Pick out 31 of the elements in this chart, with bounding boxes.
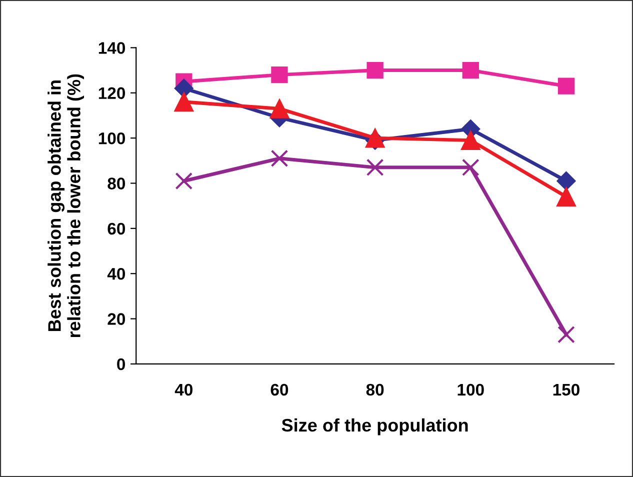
y-tick-label: 100 bbox=[98, 132, 125, 144]
y-tick-label: 60 bbox=[108, 222, 125, 235]
point bbox=[270, 150, 288, 168]
y-axis-title: Best solution gap obtained in relation to the lower bound (%) bbox=[48, 74, 84, 338]
x-tick-label: 100 bbox=[458, 384, 484, 396]
point bbox=[462, 158, 480, 176]
point bbox=[556, 187, 576, 207]
point bbox=[462, 62, 479, 79]
y-tick-label: 80 bbox=[108, 178, 125, 190]
point bbox=[366, 158, 384, 176]
point bbox=[365, 128, 385, 148]
x-tick-label: 150 bbox=[553, 384, 580, 396]
point bbox=[558, 78, 575, 94]
x-axis-title: Size of the population bbox=[282, 418, 468, 436]
y-tick-label: 40 bbox=[107, 268, 125, 280]
point bbox=[175, 172, 193, 190]
x-tick-label: 80 bbox=[366, 384, 384, 396]
y-tick-label: 140 bbox=[98, 42, 125, 54]
y-tick-label: 120 bbox=[98, 87, 125, 100]
x-tick-label: 60 bbox=[270, 384, 288, 396]
point bbox=[174, 78, 194, 98]
y-tick-label: 0 bbox=[117, 358, 125, 370]
point bbox=[366, 62, 384, 79]
point bbox=[460, 130, 480, 150]
point bbox=[271, 66, 288, 84]
point bbox=[556, 171, 576, 191]
point bbox=[174, 92, 194, 112]
y-tick-label: 20 bbox=[108, 313, 125, 325]
x-tick-label: 40 bbox=[174, 384, 192, 396]
point bbox=[270, 98, 290, 118]
point bbox=[558, 326, 575, 344]
